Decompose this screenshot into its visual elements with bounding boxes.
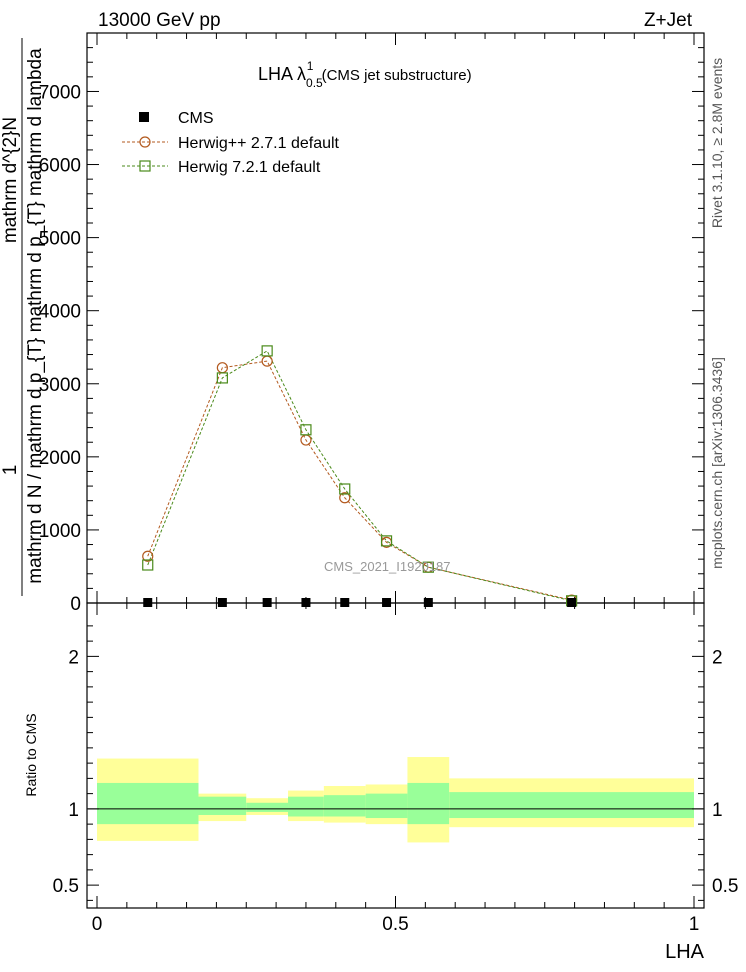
- main-ylabel-denominator: mathrm d N / mathrm d p_{T} mathrm d p_{…: [25, 48, 46, 584]
- xtick-label: 0.5: [382, 914, 408, 935]
- herwigpp-point: [261, 355, 273, 367]
- legend: CMS Herwig++ 2.7.1 default Herwig 7.2.1 …: [122, 110, 340, 176]
- main-ytick-label: 3000: [39, 375, 81, 396]
- cms-point: [217, 598, 227, 607]
- legend-herwigpp-marker: [139, 136, 151, 148]
- cms-point: [340, 598, 350, 607]
- ratio-band-inner: [323, 795, 366, 817]
- ratio-plot-frame: [86, 602, 705, 909]
- cms-point: [567, 598, 577, 607]
- cms-point: [423, 598, 433, 607]
- herwig7-point: [216, 372, 228, 384]
- legend-cms-label: CMS: [178, 110, 214, 127]
- xtick-label: 0: [92, 914, 103, 935]
- mc-curves: [147, 350, 572, 602]
- legend-herwig7-label: Herwig 7.2.1 default: [178, 159, 321, 176]
- plot-title-main: LHA λ: [258, 64, 306, 84]
- ratio-band-inner: [97, 782, 199, 825]
- ratio-band-inner: [288, 796, 324, 817]
- herwig7-point: [300, 424, 312, 436]
- cms-point: [262, 598, 272, 607]
- main-ytick-label: 7000: [39, 82, 81, 103]
- header-left: 13000 GeV pp: [98, 10, 221, 31]
- ratio-ylabel: Ratio to CMS: [23, 713, 39, 796]
- herwig7-line: [147, 350, 572, 602]
- ratio-band-inner: [407, 782, 450, 825]
- herwigpp-point: [339, 492, 351, 504]
- ratio-band-inner: [246, 802, 289, 812]
- ratio-band-inner: [365, 793, 408, 819]
- main-ytick-label: 5000: [39, 229, 81, 250]
- ratio-ytick-label-right: 0.5: [712, 876, 738, 897]
- rivet-label: Rivet 3.1.10, ≥ 2.8M events: [709, 58, 725, 228]
- main-ylabel-numerator: 1: [0, 465, 21, 476]
- ratio-ytick-label: 0.5: [53, 876, 79, 897]
- ratio-band-inner: [198, 796, 247, 815]
- xlabel: LHA: [665, 941, 705, 963]
- herwig7-point: [380, 535, 393, 547]
- plot-title-sub: 0.5: [306, 76, 323, 90]
- legend-cms-marker: [139, 112, 149, 122]
- main-ylabel: 1 mathrm d^{2}N mathrm d N / mathrm d p_…: [0, 38, 46, 596]
- analysis-watermark: CMS_2021_I1920187: [324, 559, 451, 574]
- mcplots-label: mcplots.cern.ch [arXiv:1306.3436]: [709, 357, 725, 569]
- herwig7-point: [339, 483, 351, 495]
- main-ytick-label: 1000: [39, 521, 81, 542]
- herwig7-point: [142, 559, 154, 571]
- plot-title-sup: 1: [307, 59, 314, 73]
- herwigpp-point: [142, 550, 154, 562]
- main-ylabel-top: mathrm d^{2}N: [0, 117, 21, 243]
- ratio-ytick-label-right: 1: [712, 800, 723, 821]
- ratio-ytick-label: 2: [68, 647, 79, 668]
- main-ytick-label: 2000: [39, 448, 81, 469]
- plot-title-suffix: (CMS jet substructure): [317, 67, 471, 84]
- cms-point: [143, 598, 153, 607]
- herwig7-point: [261, 345, 273, 357]
- data-markers: [142, 345, 578, 607]
- legend-herwig7-marker: [139, 160, 151, 172]
- ytick-labels: 0 1000 2000 3000 4000 5000 6000 7000 0.5 0.5 1 1 2 2 0…: [39, 82, 739, 935]
- plot-title: LHA λ0.5 1 (CMS jet substructure): [258, 59, 472, 90]
- cms-point: [301, 598, 311, 607]
- ratio-bands: [97, 757, 694, 843]
- main-ytick-label: 0: [70, 594, 81, 615]
- xtick-label: 1: [689, 914, 700, 935]
- ratio-ytick-label: 1: [68, 800, 79, 821]
- ratio-band-inner: [449, 792, 694, 819]
- header-right: Z+Jet: [644, 10, 693, 31]
- main-ytick-label: 6000: [39, 156, 81, 177]
- cms-point: [382, 598, 392, 607]
- herwig7-point: [422, 561, 434, 573]
- legend-herwigpp-label: Herwig++ 2.7.1 default: [178, 135, 340, 152]
- main-ytick-label: 4000: [39, 302, 81, 323]
- ratio-ytick-label-right: 2: [712, 647, 723, 668]
